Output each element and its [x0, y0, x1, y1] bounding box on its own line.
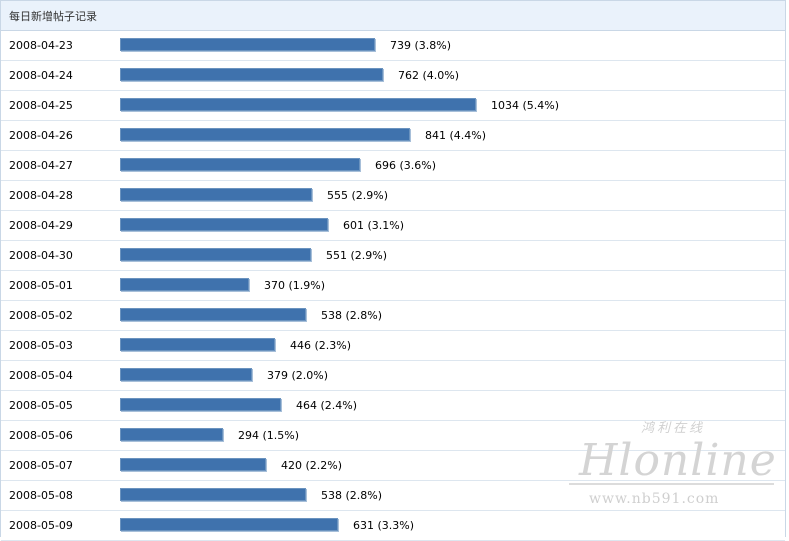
table-row: 2008-04-24 762 (4.0%)	[1, 61, 785, 91]
bar	[120, 38, 375, 51]
table-row: 2008-05-04 379 (2.0%)	[1, 361, 785, 391]
table-row: 2008-04-26 841 (4.4%)	[1, 121, 785, 151]
value-label: 762 (4.0%)	[398, 69, 460, 82]
date-label: 2008-04-24	[9, 69, 73, 82]
table-row: 2008-04-29 601 (3.1%)	[1, 211, 785, 241]
bar	[120, 308, 306, 321]
date-label: 2008-04-28	[9, 189, 73, 202]
table-row: 2008-05-05 464 (2.4%)	[1, 391, 785, 421]
value-label: 1034 (5.4%)	[491, 99, 560, 112]
date-label: 2008-05-02	[9, 309, 73, 322]
bar	[120, 188, 312, 201]
bar	[120, 68, 383, 81]
bar	[120, 398, 281, 411]
table-row: 2008-05-02 538 (2.8%)	[1, 301, 785, 331]
bar	[120, 338, 275, 351]
value-label: 294 (1.5%)	[238, 429, 300, 442]
value-label: 555 (2.9%)	[327, 189, 389, 202]
bar-rows: 2008-04-23 739 (3.8%) 2008-04-24 762 (4.0%)…	[1, 31, 785, 541]
date-label: 2008-04-23	[9, 39, 73, 52]
date-label: 2008-04-26	[9, 129, 73, 142]
table-row: 2008-05-07 420 (2.2%)	[1, 451, 785, 481]
bar	[120, 488, 306, 501]
date-label: 2008-05-04	[9, 369, 73, 382]
value-label: 696 (3.6%)	[375, 159, 437, 172]
date-label: 2008-05-09	[9, 519, 73, 532]
table-row: 2008-04-30 551 (2.9%)	[1, 241, 785, 271]
table-row: 2008-04-23 739 (3.8%)	[1, 31, 785, 61]
date-label: 2008-05-05	[9, 399, 73, 412]
table-row: 2008-04-28 555 (2.9%)	[1, 181, 785, 211]
chart-title: 每日新增帖子记录	[1, 0, 785, 31]
date-label: 2008-05-08	[9, 489, 73, 502]
value-label: 538 (2.8%)	[321, 489, 383, 502]
value-label: 739 (3.8%)	[390, 39, 452, 52]
bar	[120, 368, 252, 381]
date-label: 2008-05-03	[9, 339, 73, 352]
value-label: 551 (2.9%)	[326, 249, 388, 262]
value-label: 538 (2.8%)	[321, 309, 383, 322]
table-row: 2008-05-08 538 (2.8%)	[1, 481, 785, 511]
bar	[120, 458, 266, 471]
bar	[120, 518, 338, 531]
table-row: 2008-04-27 696 (3.6%)	[1, 151, 785, 181]
value-label: 631 (3.3%)	[353, 519, 415, 532]
bar	[120, 158, 360, 171]
value-label: 464 (2.4%)	[296, 399, 358, 412]
date-label: 2008-04-30	[9, 249, 73, 262]
date-label: 2008-05-07	[9, 459, 73, 472]
table-row: 2008-05-03 446 (2.3%)	[1, 331, 785, 361]
bar	[120, 128, 410, 141]
value-label: 446 (2.3%)	[290, 339, 352, 352]
date-label: 2008-05-01	[9, 279, 73, 292]
bar	[120, 248, 311, 261]
date-label: 2008-04-27	[9, 159, 73, 172]
bar	[120, 278, 249, 291]
value-label: 841 (4.4%)	[425, 129, 487, 142]
table-row: 2008-05-06 294 (1.5%)	[1, 421, 785, 451]
value-label: 379 (2.0%)	[267, 369, 329, 382]
value-label: 601 (3.1%)	[343, 219, 405, 232]
value-label: 370 (1.9%)	[264, 279, 326, 292]
bar	[120, 218, 328, 231]
date-label: 2008-04-25	[9, 99, 73, 112]
bar	[120, 98, 476, 111]
table-row: 2008-05-01 370 (1.9%)	[1, 271, 785, 301]
date-label: 2008-04-29	[9, 219, 73, 232]
bar	[120, 428, 223, 441]
value-label: 420 (2.2%)	[281, 459, 343, 472]
table-row: 2008-04-25 1034 (5.4%)	[1, 91, 785, 121]
date-label: 2008-05-06	[9, 429, 73, 442]
